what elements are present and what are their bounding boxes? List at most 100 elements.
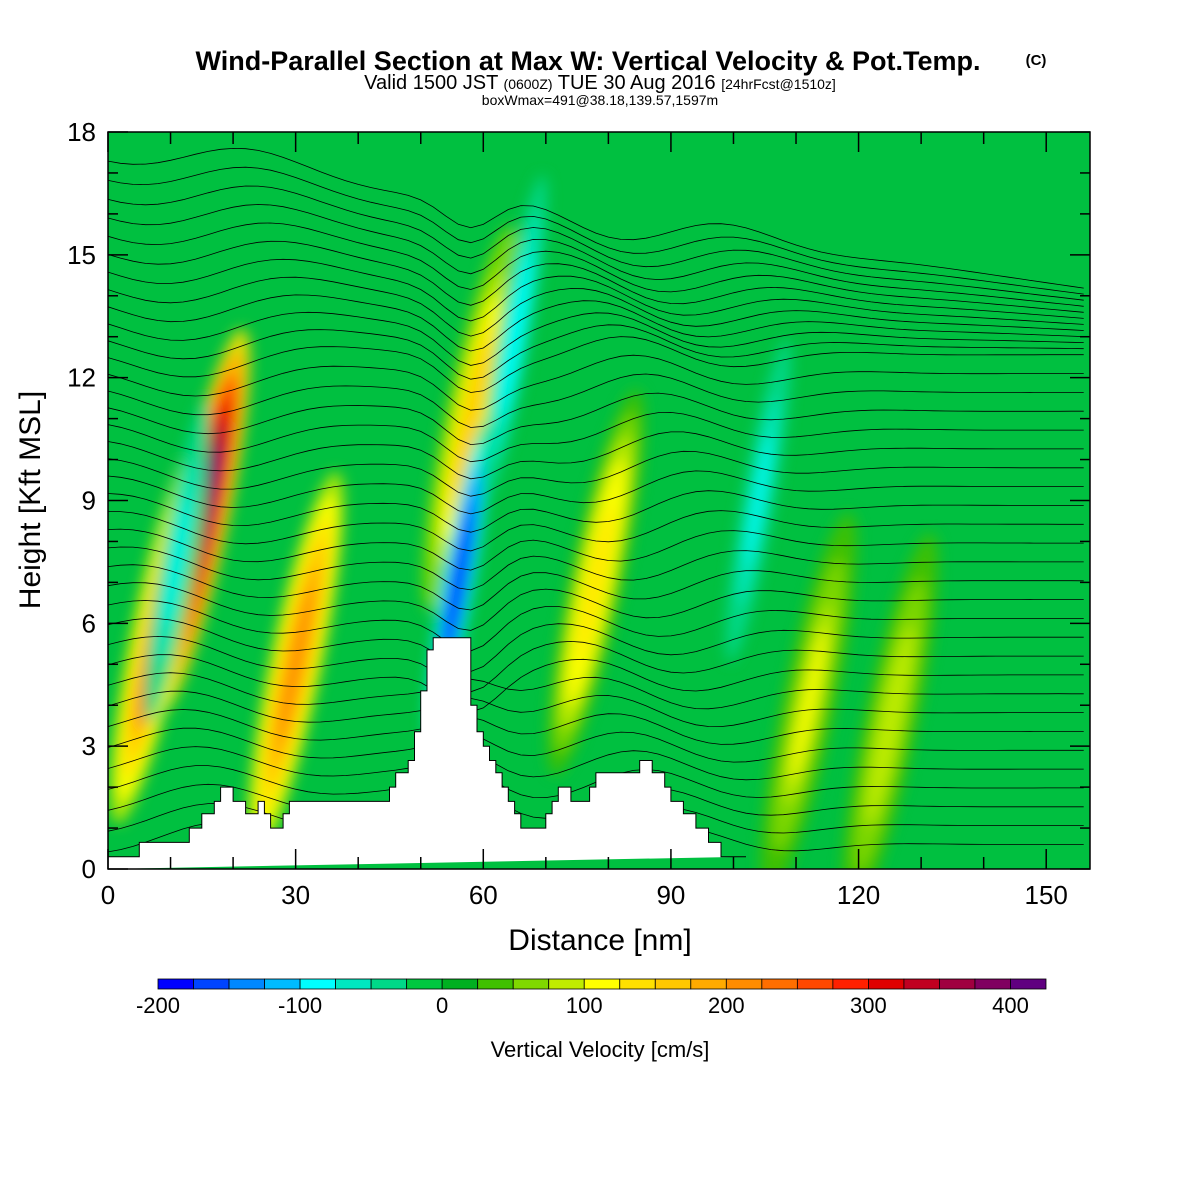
forecast-info: [24hrFcst@1510z]: [721, 76, 836, 92]
velocity-cell: [760, 512, 857, 869]
colorbar-swatch: [654, 978, 692, 990]
y-tick-label: 12: [67, 363, 96, 393]
x-tick-label: 30: [281, 880, 310, 910]
colorbar-swatch: [299, 978, 336, 990]
colorbar-swatch: [228, 978, 265, 990]
valid-time-line: Valid 1500 JST (0600Z) TUE 30 Aug 2016 […: [364, 72, 836, 94]
colorbar-swatch: [868, 978, 905, 990]
y-tick-label: 9: [82, 486, 96, 516]
theta-contour: [108, 240, 1084, 319]
colorbar-swatch: [441, 978, 479, 990]
colorbar: -200 -100 0 100 200 300 400: [136, 978, 1047, 1018]
theta-contour: [108, 582, 1084, 631]
theta-contour: [108, 727, 1084, 763]
box-wmax-line: boxWmax=491@38.18,139.57,1597m: [482, 92, 718, 108]
velocity-contour: [164, 497, 189, 627]
colorbar-tick-label: 100: [566, 993, 603, 1018]
velocity-cell: [144, 400, 210, 724]
y-tick-label: 0: [82, 854, 96, 884]
x-tick-label: 150: [1025, 880, 1068, 910]
theta-contour: [108, 510, 1084, 552]
y-tick-label: 6: [82, 608, 96, 638]
colorbar-swatch: [832, 978, 869, 990]
velocity-contour: [453, 341, 489, 496]
colorbar-tick-label: -100: [278, 993, 322, 1018]
colorbar-swatch: [939, 978, 976, 990]
x-tick-label: 120: [837, 880, 880, 910]
valid-utc: (0600Z): [504, 76, 553, 92]
colorbar-swatch: [690, 978, 727, 990]
x-tick-label: 0: [101, 880, 115, 910]
theta-contour: [108, 222, 1084, 313]
y-axis: 0 3 6 9 12 15 18: [67, 117, 1090, 884]
theta-contour: [108, 672, 1084, 710]
theta-contour: [108, 185, 1084, 301]
theta-contour: [108, 709, 1084, 745]
colorbar-swatch: [583, 978, 621, 990]
chart-title: Wind-Parallel Section at Max W: Vertical…: [196, 46, 981, 76]
y-axis-label: Height [Kft MSL]: [14, 391, 47, 609]
theta-contour: [108, 373, 1084, 428]
colorbar-tick-label: -200: [136, 993, 180, 1018]
theta-contour: [108, 528, 1084, 571]
theta-contour: [108, 490, 1084, 533]
colorbar-swatch: [335, 978, 372, 990]
colorbar-swatch: [725, 978, 763, 990]
theta-contour: [108, 276, 1084, 337]
theta-contour: [108, 654, 1084, 713]
velocity-contour: [278, 587, 314, 742]
theta-contour: [108, 258, 1084, 325]
theta-contour: [108, 311, 1084, 366]
colorbar-swatch: [406, 978, 443, 990]
colorbar-tick-label: 200: [708, 993, 745, 1018]
velocity-contour: [790, 628, 827, 783]
theta-contour: [108, 450, 1084, 497]
theta-contour: [108, 546, 1084, 591]
theta-contour: [108, 618, 1084, 672]
colorbar-tick-label: 400: [992, 993, 1029, 1018]
colorbar-swatch: [512, 978, 550, 990]
theta-contour: [108, 564, 1084, 611]
theta-contour: [108, 690, 1084, 728]
colorbar-label: Vertical Velocity [cm/s]: [491, 1037, 710, 1062]
theta-contour: [108, 470, 1084, 515]
colorbar-swatch: [477, 978, 514, 990]
colorbar-tick-label: 0: [436, 993, 448, 1018]
theta-contour: [108, 746, 1084, 781]
theta-contour: [108, 600, 1084, 652]
colorbar-swatch: [193, 978, 230, 990]
x-tick-label: 90: [656, 880, 685, 910]
theta-contour: [108, 392, 1084, 446]
plot-area: [108, 132, 1090, 869]
y-tick-label: 15: [67, 240, 96, 270]
colorbar-swatch: [1010, 978, 1047, 990]
velocity-cell: [841, 533, 939, 869]
velocity-contour: [578, 505, 614, 660]
velocity-contour: [502, 272, 527, 402]
valid-date: TUE 30 Aug 2016: [558, 72, 716, 94]
velocity-contour: [446, 517, 471, 647]
x-axis: 0 30 60 90 120 150: [101, 132, 1068, 910]
y-tick-label: 3: [82, 731, 96, 761]
theta-contour: [108, 147, 1084, 289]
theta-contour: [108, 635, 1084, 693]
velocity-cell: [247, 471, 344, 857]
theta-contour: [108, 166, 1084, 295]
terrain: [108, 637, 746, 869]
theta-contour: [108, 324, 1084, 380]
colorbar-swatch: [761, 978, 798, 990]
colorbar-swatch: [903, 978, 940, 990]
colorbar-swatch: [157, 978, 194, 990]
colorbar-swatch: [619, 978, 656, 990]
colorbar-swatch: [974, 978, 1011, 990]
velocity-cell: [481, 175, 548, 499]
x-tick-label: 60: [469, 880, 498, 910]
x-axis-label: Distance [nm]: [508, 924, 691, 957]
theta-contour: [108, 411, 1084, 463]
colorbar-tick-label: 300: [850, 993, 887, 1018]
valid-prefix: Valid 1500 JST: [364, 72, 498, 94]
colorbar-swatch: [264, 978, 301, 990]
velocity-contour: [872, 648, 908, 803]
theta-contour: [108, 294, 1084, 352]
